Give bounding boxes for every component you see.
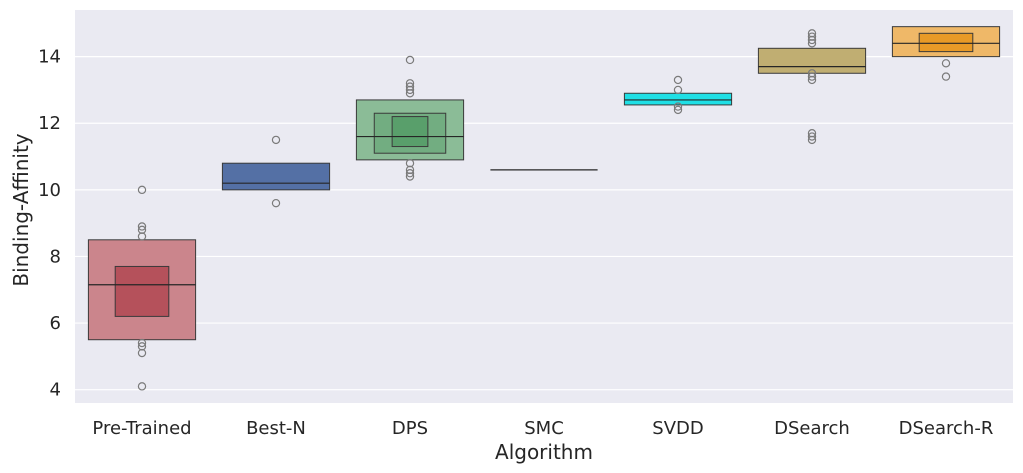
x-tick-label: SMC [524,418,564,439]
outlier-point [673,85,683,95]
series-dps [355,55,465,181]
y-tick-label: 10 [38,180,61,201]
boxen-box [114,265,170,317]
series-dsearch [757,29,867,145]
outlier-point [137,342,147,351]
outlier-point [405,168,415,178]
outlier-point [673,102,683,111]
y-tick-labels: 4 6 8 10 12 14 [38,47,61,401]
outlier-point [807,29,817,38]
outlier-point [137,185,147,195]
x-tick-labels: Pre-Trained Best-N DPS SMC SVDD DSearch DSearc… [92,418,993,439]
series-pre-trained [87,185,197,391]
y-tick-label: 8 [50,246,61,267]
x-tick-label: Pre-Trained [92,418,191,439]
outlier-point [673,105,683,115]
y-axis-label: Binding-Affinity [9,133,33,286]
boxen-box [221,162,331,191]
outlier-point [137,382,147,391]
x-tick-label: SVDD [652,418,703,439]
y-tick-label: 4 [50,380,61,401]
boxen-box [918,32,974,53]
plot-area [75,10,1013,403]
outlier-point [807,132,817,141]
x-tick-label: Best-N [246,418,306,439]
series-best-n [221,135,331,208]
x-tick-label: DSearch [774,418,850,439]
outlier-point [405,79,415,88]
x-axis-label: Algorithm [495,440,593,464]
boxen-box [391,116,429,148]
outlier-point [137,222,147,231]
series-svdd [623,75,733,115]
y-tick-label: 6 [50,313,61,334]
outlier-point [807,129,817,138]
outlier-point [271,135,281,145]
outlier-point [673,75,683,85]
x-tick-label: DPS [392,418,428,439]
outlier-point [941,72,951,81]
outlier-point [807,69,817,78]
outlier-point [271,198,281,208]
outlier-point [405,159,415,168]
y-tick-label: 14 [38,47,61,68]
outlier-point [137,225,147,235]
series-dsearch-r [891,26,1001,81]
outlier-point [137,338,147,348]
outlier-point [405,55,415,65]
outlier-point [405,82,415,91]
x-tick-label: DSearch-R [899,418,994,439]
outlier-point [807,72,817,81]
y-tick-label: 12 [38,113,61,134]
outlier-point [941,59,951,68]
outlier-point [807,32,817,41]
data-marks [87,26,1001,391]
